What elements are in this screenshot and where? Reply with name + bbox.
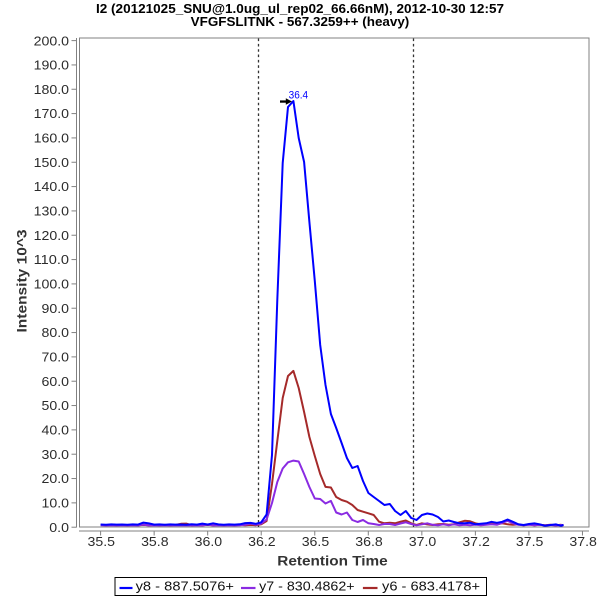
svg-text:y8 - 887.5076+: y8 - 887.5076+ (136, 579, 234, 593)
svg-text:36.5: 36.5 (302, 535, 330, 549)
svg-text:160.0: 160.0 (34, 132, 69, 146)
svg-text:37.8: 37.8 (569, 535, 597, 549)
svg-text:50.0: 50.0 (42, 399, 70, 413)
svg-text:110.0: 110.0 (34, 253, 69, 267)
svg-text:37.5: 37.5 (516, 535, 544, 549)
svg-text:35.8: 35.8 (141, 535, 169, 549)
svg-text:190.0: 190.0 (34, 59, 69, 73)
svg-text:y7 - 830.4862+: y7 - 830.4862+ (259, 579, 354, 593)
svg-text:Retention Time: Retention Time (277, 554, 388, 569)
svg-text:0.0: 0.0 (49, 521, 69, 535)
svg-text:30.0: 30.0 (42, 448, 70, 462)
svg-text:37.0: 37.0 (409, 535, 437, 549)
svg-text:37.2: 37.2 (462, 535, 490, 549)
svg-text:150.0: 150.0 (34, 156, 69, 170)
svg-text:Intensity 10^3: Intensity 10^3 (15, 229, 30, 333)
svg-text:180.0: 180.0 (34, 83, 69, 97)
svg-text:80.0: 80.0 (42, 326, 70, 340)
svg-text:I2 (20121025_SNU@1.0ug_ul_rep0: I2 (20121025_SNU@1.0ug_ul_rep02_66.66nM)… (96, 1, 504, 16)
svg-text:170.0: 170.0 (34, 107, 69, 121)
svg-text:36.8: 36.8 (355, 535, 383, 549)
svg-text:120.0: 120.0 (34, 229, 69, 243)
svg-text:90.0: 90.0 (42, 302, 70, 316)
svg-text:y6 - 683.4178+: y6 - 683.4178+ (382, 579, 480, 593)
svg-text:10.0: 10.0 (42, 497, 70, 511)
svg-text:60.0: 60.0 (42, 375, 70, 389)
svg-text:36.4: 36.4 (289, 90, 309, 102)
svg-text:36.0: 36.0 (195, 535, 223, 549)
svg-text:140.0: 140.0 (34, 180, 69, 194)
svg-text:130.0: 130.0 (34, 205, 69, 219)
svg-text:36.2: 36.2 (248, 535, 276, 549)
svg-text:100.0: 100.0 (34, 278, 69, 292)
svg-text:70.0: 70.0 (42, 351, 70, 365)
svg-text:VFGFSLITNK - 567.3259++ (heavy: VFGFSLITNK - 567.3259++ (heavy) (191, 14, 410, 29)
svg-text:200.0: 200.0 (34, 34, 69, 48)
svg-text:40.0: 40.0 (42, 424, 70, 438)
svg-text:20.0: 20.0 (42, 472, 70, 486)
svg-text:35.5: 35.5 (88, 535, 116, 549)
